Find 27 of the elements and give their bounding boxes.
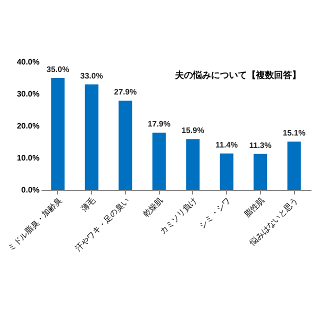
x-tick-label: 脂性肌 — [242, 196, 266, 220]
y-tick-label: 40.0% — [16, 58, 40, 66]
y-tick-label: 0.0% — [21, 186, 40, 194]
x-tick-label: 薄毛 — [80, 196, 98, 214]
x-tick-label: 乾燥肌 — [141, 196, 165, 220]
x-tick-label: ミドル脂臭・加齢臭 — [6, 196, 64, 254]
x-tick-label: シミ・シワ — [198, 196, 232, 230]
data-label: 27.9% — [114, 88, 137, 97]
bar — [51, 78, 65, 190]
data-label: 11.4% — [216, 140, 238, 150]
bar — [84, 84, 98, 190]
y-tick-label: 30.0% — [16, 90, 40, 98]
data-label: 33.0% — [80, 71, 103, 80]
data-label: 35.0% — [46, 65, 70, 74]
data-label: 15.1% — [282, 128, 306, 138]
text: 夫の悩みについて【複数回答】 — [174, 70, 301, 80]
data-label: 15.9% — [182, 126, 204, 136]
bar — [254, 154, 268, 190]
bar — [287, 142, 301, 190]
bar — [220, 154, 234, 190]
data-label: 17.9% — [148, 120, 170, 129]
bar — [186, 139, 200, 190]
bar — [118, 100, 132, 190]
data-label: 11.3% — [249, 140, 272, 150]
bar — [152, 132, 166, 190]
y-tick-label: 20.0% — [16, 122, 40, 130]
y-tick-label: 10.0% — [16, 154, 40, 162]
